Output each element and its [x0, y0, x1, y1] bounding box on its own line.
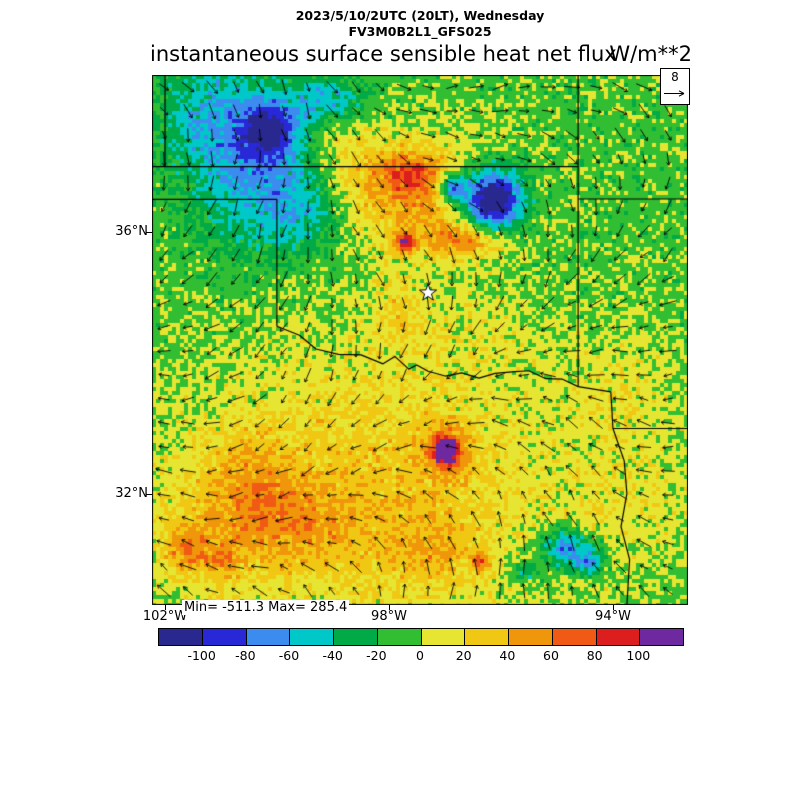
datetime-line: 2023/5/10/2UTC (20LT), Wednesday — [295, 8, 545, 23]
x-axis-tick — [613, 605, 614, 610]
y-tick-label-32n: 32°N — [115, 486, 148, 501]
colorbar-segment — [465, 629, 509, 645]
y-axis-tick — [146, 232, 152, 233]
reference-vector-box: 8 — [660, 68, 690, 105]
colorbar-segment — [159, 629, 203, 645]
y-tick-label-36n: 36°N — [115, 224, 148, 239]
x-axis-tick — [165, 605, 166, 610]
map-field-canvas — [152, 75, 688, 605]
colorbar-segment — [421, 629, 466, 645]
colorbar-tick-label: -20 — [366, 648, 387, 663]
colorbar-segment — [377, 629, 422, 645]
colorbar-tick-label: 40 — [499, 648, 516, 663]
colorbar-segment — [509, 629, 553, 645]
minmax-annotation: Min= -511.3 Max= 285.4 — [182, 600, 350, 615]
x-axis-tick — [389, 605, 390, 610]
colorbar-tick-label: 80 — [586, 648, 603, 663]
colorbar-tick-label: 60 — [543, 648, 559, 663]
colorbar-segment — [596, 629, 641, 645]
colorbar-tick-label: 100 — [626, 648, 651, 663]
colorbar-segment — [290, 629, 334, 645]
y-axis-tick — [146, 494, 152, 495]
colorbar-tick-label: -80 — [235, 648, 256, 663]
colorbar-tick-label: 20 — [455, 648, 472, 663]
x-tick-label-102w: 102°W — [142, 609, 188, 624]
colorbar-segment — [640, 629, 683, 645]
colorbar-tick-label: -60 — [278, 648, 300, 663]
reference-vector-arrow — [664, 90, 685, 97]
reference-vector-value: 8 — [671, 70, 679, 84]
colorbar-segment — [552, 629, 597, 645]
x-tick-label-98w: 98°W — [371, 609, 407, 624]
colorbar-tick-label: -40 — [322, 648, 343, 663]
x-tick-label-94w: 94°W — [595, 609, 631, 624]
colorbar-segment — [246, 629, 291, 645]
colorbar-segment — [202, 629, 247, 645]
chart-title: instantaneous surface sensible heat net … — [150, 42, 617, 66]
colorbar — [158, 628, 684, 646]
model-line: FV3M0B2L1_GFS025 — [348, 24, 492, 39]
colorbar-segment — [334, 629, 378, 645]
colorbar-tick-label: 0 — [416, 648, 424, 663]
units-label: W/m**2 — [609, 42, 692, 66]
colorbar-labels: -100 -80 -60 -40 -20 0 20 40 60 80 100 — [0, 648, 800, 664]
colorbar-tick-label: -100 — [187, 648, 216, 663]
